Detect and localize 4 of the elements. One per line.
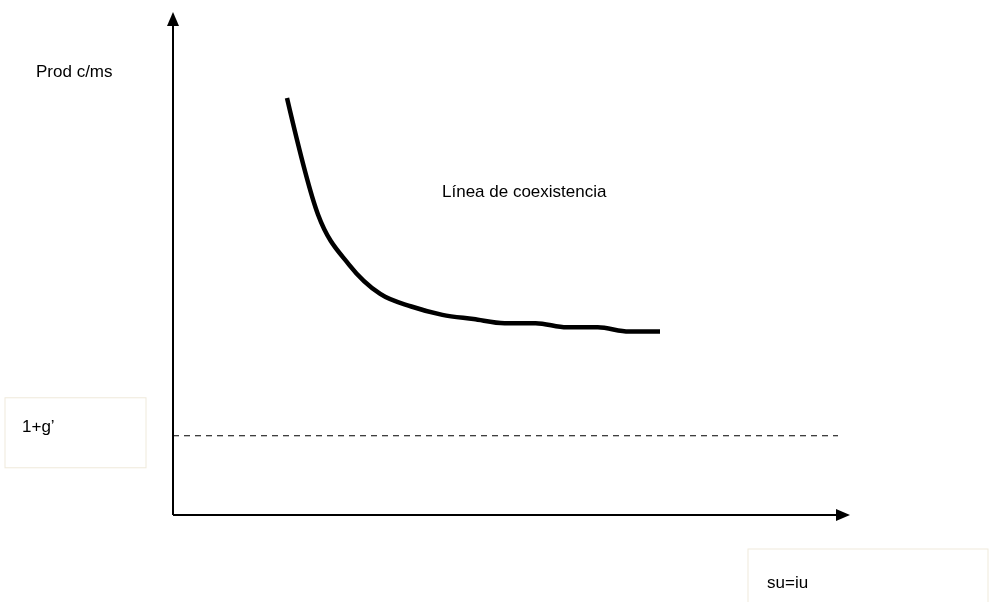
text: Prod c/ms: [36, 62, 113, 81]
annotation: Línea de coexistencia: [442, 182, 607, 201]
text: su=iu: [767, 573, 809, 592]
ref-line-label: 1+g’: [22, 416, 55, 436]
